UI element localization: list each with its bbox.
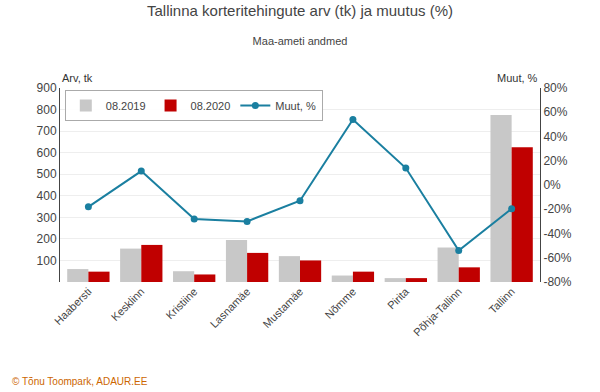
svg-text:Kesklinn: Kesklinn — [109, 285, 147, 323]
svg-text:© Tõnu Toompark, ADAUR.EE: © Tõnu Toompark, ADAUR.EE — [12, 376, 148, 387]
svg-text:Arv, tk: Arv, tk — [62, 72, 93, 84]
svg-text:Pirita: Pirita — [385, 285, 412, 312]
svg-text:-80%: -80% — [543, 275, 571, 289]
svg-text:100: 100 — [37, 254, 57, 268]
svg-text:600: 600 — [37, 146, 57, 160]
svg-text:200: 200 — [37, 232, 57, 246]
svg-text:60%: 60% — [543, 105, 567, 119]
svg-text:-20%: -20% — [543, 202, 571, 216]
svg-text:Põhja-Tallinn: Põhja-Tallinn — [411, 285, 464, 338]
svg-text:08.2019: 08.2019 — [106, 100, 146, 112]
svg-text:Maa-ameti andmed: Maa-ameti andmed — [253, 35, 348, 47]
svg-text:800: 800 — [37, 103, 57, 117]
svg-text:Haabersti: Haabersti — [52, 285, 94, 327]
svg-text:Muut, %: Muut, % — [275, 100, 316, 112]
svg-text:700: 700 — [37, 124, 57, 138]
svg-text:80%: 80% — [543, 81, 567, 95]
svg-text:Tallinn: Tallinn — [486, 285, 517, 316]
svg-text:-60%: -60% — [543, 251, 571, 265]
svg-text:20%: 20% — [543, 154, 567, 168]
svg-text:Lasnamäe: Lasnamäe — [208, 285, 253, 330]
svg-text:Kristiine: Kristiine — [163, 285, 199, 321]
svg-text:Tallinna korteritehingute arv: Tallinna korteritehingute arv (tk) ja mu… — [147, 2, 453, 19]
svg-text:0%: 0% — [543, 178, 561, 192]
svg-text:Muut, %: Muut, % — [497, 72, 538, 84]
svg-text:40%: 40% — [543, 130, 567, 144]
svg-text:500: 500 — [37, 167, 57, 181]
svg-text:08.2020: 08.2020 — [191, 100, 231, 112]
svg-text:Nõmme: Nõmme — [322, 285, 358, 321]
svg-text:900: 900 — [37, 81, 57, 95]
svg-text:300: 300 — [37, 211, 57, 225]
svg-text:Mustamäe: Mustamäe — [261, 285, 306, 330]
svg-text:400: 400 — [37, 189, 57, 203]
svg-text:-40%: -40% — [543, 227, 571, 241]
